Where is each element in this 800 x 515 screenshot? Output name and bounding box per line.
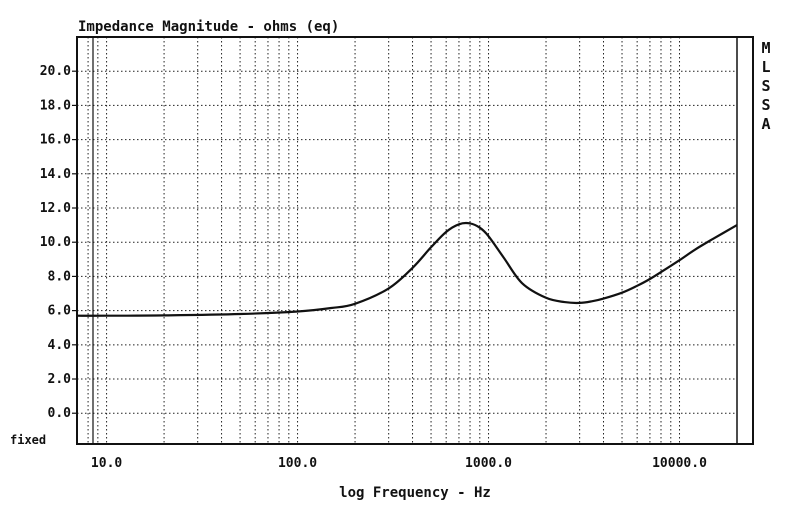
y-tick-label: 16.0 (40, 133, 71, 148)
plot-frame (76, 36, 754, 445)
y-tick-label: 12.0 (40, 201, 71, 216)
y-tick-label: 20.0 (40, 64, 71, 79)
chart-title: Impedance Magnitude - ohms (eq) (78, 19, 339, 35)
x-tick-label: 100.0 (278, 456, 317, 471)
x-tick-label: 10000.0 (652, 456, 707, 471)
y-tick-label: 4.0 (48, 338, 72, 353)
grid-lines (76, 37, 738, 444)
x-tick-label: 1000.0 (465, 456, 512, 471)
side-label-letter: M (761, 39, 770, 57)
y-tick-label: 18.0 (40, 98, 71, 113)
x-tick-label: 10.0 (91, 456, 122, 471)
y-tick-labels: 20.0 18.0 16.0 14.0 12.0 10.0 8.0 6.0 4.0 2.0 0.0 (40, 64, 77, 421)
corner-label: fixed (10, 433, 46, 447)
x-axis-label: log Frequency - Hz (339, 485, 491, 501)
side-label-letter: S (761, 96, 770, 114)
y-tick-label: 6.0 (48, 304, 72, 319)
impedance-curve (76, 221, 738, 317)
side-label-letter: S (761, 77, 770, 95)
y-tick-label: 14.0 (40, 167, 71, 182)
x-tick-labels: 10.0 100.0 1000.0 10000.0 (91, 456, 707, 471)
y-tick-label: 10.0 (40, 235, 71, 250)
y-tick-label: 8.0 (48, 269, 72, 284)
y-tick-label: 0.0 (48, 406, 72, 421)
side-label-letter: L (761, 58, 770, 76)
side-label-letter: A (761, 115, 770, 133)
y-tick-label: 2.0 (48, 372, 72, 387)
